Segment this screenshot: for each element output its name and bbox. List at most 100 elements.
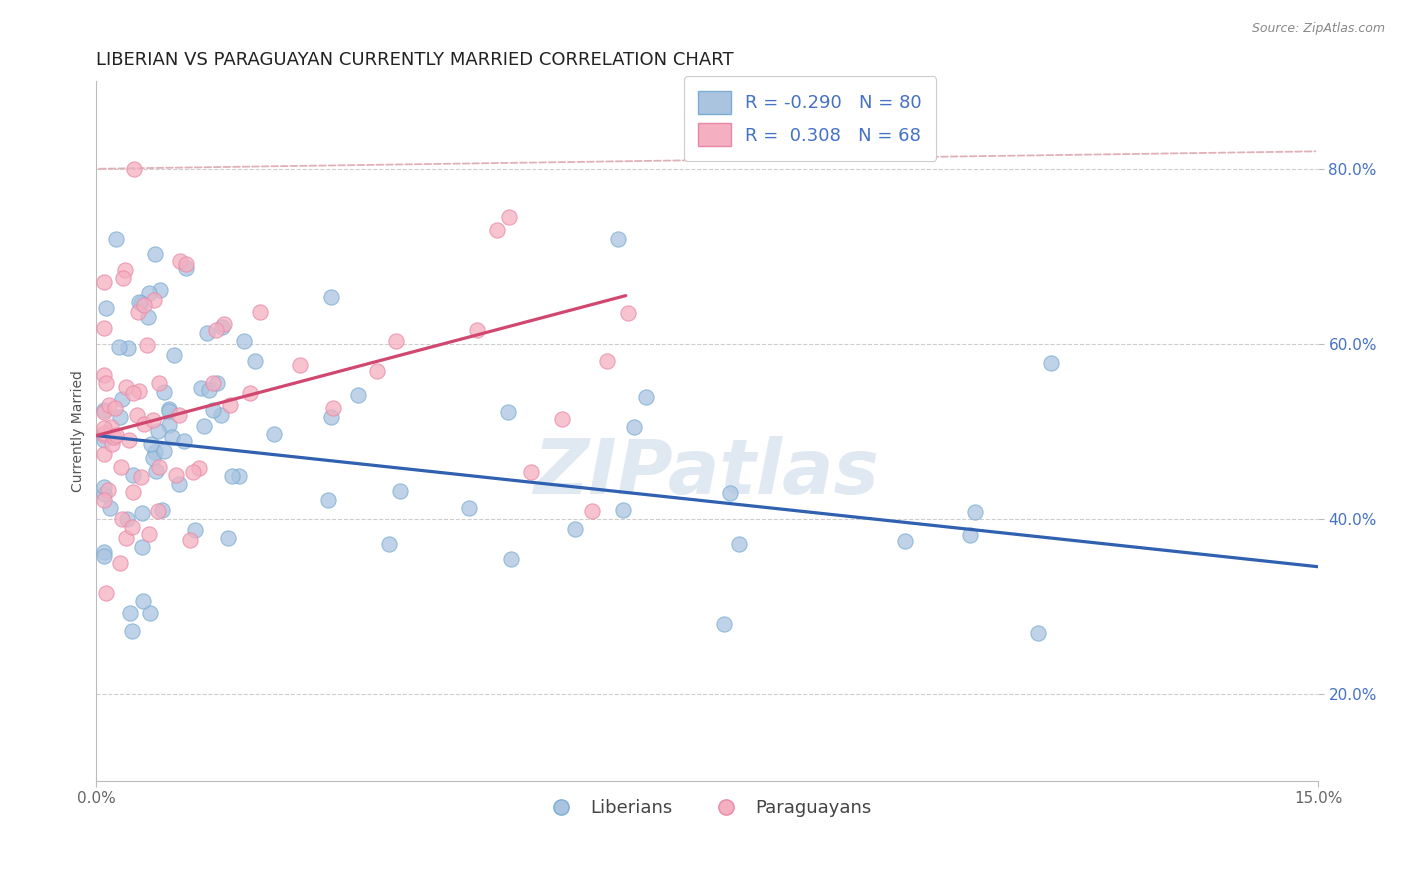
Point [118, 606, 141, 620]
Point [188, 460, 211, 475]
Point [94, 376, 117, 391]
Point [115, 531, 138, 545]
Point [129, 470, 152, 484]
Point [93, 480, 115, 494]
Point [93, 487, 115, 501]
Point [564, 522, 586, 536]
Point [581, 503, 603, 517]
Point [143, 247, 166, 261]
Point [139, 436, 162, 450]
Point [634, 390, 657, 404]
Point [138, 285, 160, 300]
Point [117, 341, 139, 355]
Point [727, 536, 749, 550]
Point [713, 617, 735, 632]
Y-axis label: Currently Married: Currently Married [72, 370, 86, 492]
Point [93, 492, 115, 507]
Point [93, 404, 115, 418]
Point [963, 505, 986, 519]
Point [139, 606, 162, 620]
Point [128, 294, 150, 309]
Point [107, 340, 129, 354]
Point [153, 384, 176, 399]
Point [384, 334, 406, 349]
Point [146, 424, 169, 438]
Point [142, 413, 165, 427]
Point [322, 401, 344, 416]
Point [148, 460, 170, 475]
Point [249, 305, 271, 319]
Point [959, 528, 981, 542]
Point [501, 552, 523, 566]
Point [138, 527, 160, 541]
Point [138, 310, 160, 325]
Point [93, 428, 115, 442]
Text: Source: ZipAtlas.com: Source: ZipAtlas.com [1251, 22, 1385, 36]
Point [103, 401, 125, 416]
Point [146, 504, 169, 518]
Point [201, 376, 224, 391]
Point [239, 386, 262, 401]
Point [104, 428, 127, 442]
Point [179, 533, 201, 548]
Point [97, 483, 120, 498]
Point [93, 321, 115, 335]
Point [263, 426, 285, 441]
Point [228, 469, 250, 483]
Point [136, 338, 159, 352]
Point [211, 320, 233, 334]
Point [118, 434, 141, 448]
Point [93, 447, 115, 461]
Point [1026, 626, 1049, 640]
Point [157, 418, 180, 433]
Point [169, 408, 191, 422]
Point [165, 468, 187, 483]
Text: LIBERIAN VS PARAGUAYAN CURRENTLY MARRIED CORRELATION CHART: LIBERIAN VS PARAGUAYAN CURRENTLY MARRIED… [97, 51, 734, 69]
Point [233, 334, 256, 349]
Point [129, 296, 152, 310]
Point [157, 402, 180, 417]
Point [201, 402, 224, 417]
Point [197, 326, 219, 340]
Point [205, 376, 228, 390]
Point [93, 426, 115, 441]
Point [197, 383, 219, 397]
Point [93, 421, 115, 435]
Point [160, 430, 183, 444]
Point [181, 466, 204, 480]
Point [520, 465, 543, 479]
Point [127, 305, 149, 319]
Point [617, 306, 640, 320]
Point [131, 506, 153, 520]
Point [209, 408, 232, 422]
Point [98, 500, 121, 515]
Point [465, 323, 488, 337]
Point [718, 485, 741, 500]
Point [389, 483, 412, 498]
Point [131, 540, 153, 554]
Point [606, 232, 628, 246]
Point [97, 398, 120, 412]
Point [217, 531, 239, 545]
Point [623, 419, 645, 434]
Point [221, 468, 243, 483]
Point [93, 276, 115, 290]
Point [143, 293, 166, 308]
Point [150, 502, 173, 516]
Text: ZIPatlas: ZIPatlas [534, 436, 880, 510]
Point [149, 283, 172, 297]
Point [551, 412, 574, 426]
Point [110, 459, 132, 474]
Point [496, 405, 519, 419]
Point [104, 232, 127, 246]
Point [93, 549, 115, 563]
Point [134, 298, 156, 312]
Point [485, 223, 508, 237]
Point [245, 354, 267, 368]
Point [132, 594, 155, 608]
Point [108, 556, 131, 570]
Point [319, 409, 342, 424]
Point [174, 260, 197, 275]
Point [163, 348, 186, 362]
Point [288, 358, 311, 372]
